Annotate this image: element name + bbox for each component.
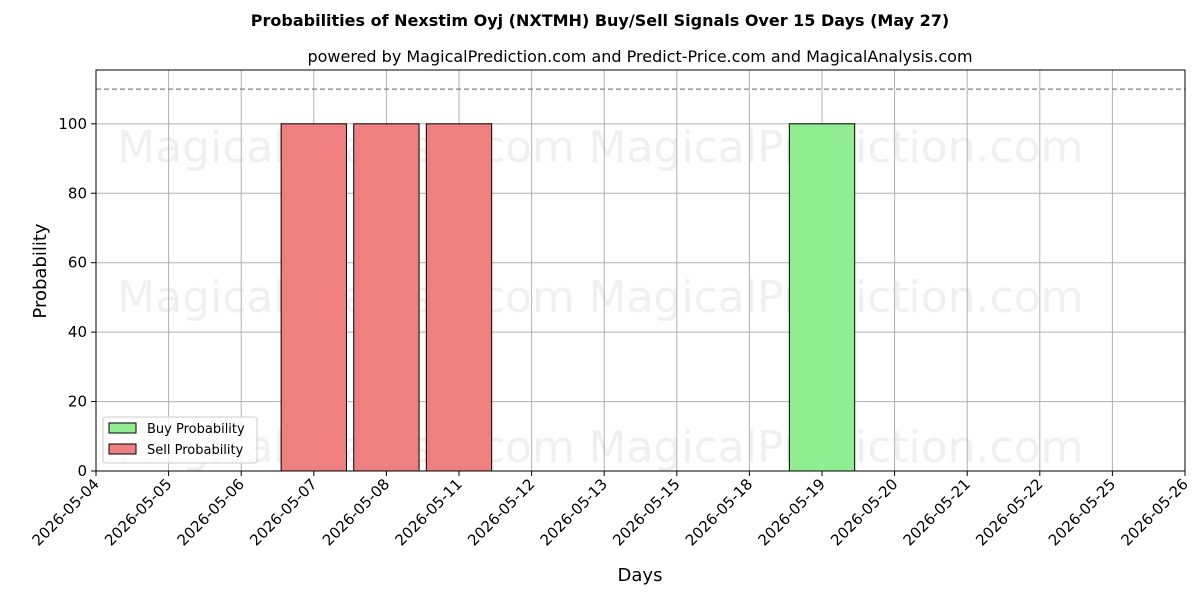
x-axis: 2026-05-042026-05-052026-05-062026-05-07… xyxy=(28,471,1192,549)
y-axis-label: Probability xyxy=(30,223,51,318)
x-tick-label: 2026-05-25 xyxy=(1045,475,1119,549)
y-tick-label: 60 xyxy=(68,254,87,272)
plot-frame xyxy=(95,69,1186,472)
x-tick-label: 2026-05-11 xyxy=(391,475,465,549)
x-tick-label: 2026-05-18 xyxy=(682,475,756,549)
buy-bar xyxy=(788,123,856,472)
y-tick-label: 20 xyxy=(68,393,87,411)
bars xyxy=(280,123,856,472)
chart-subtitle: powered by MagicalPrediction.com and Pre… xyxy=(307,47,972,66)
x-tick-label: 2026-05-15 xyxy=(609,475,683,549)
legend: Buy Probability Sell Probability xyxy=(102,416,258,464)
x-axis-label: Days xyxy=(618,565,663,586)
legend-label-sell: Sell Probability xyxy=(147,443,244,458)
x-tick-label: 2026-05-21 xyxy=(900,475,974,549)
watermarks: MagicalAnalysis.comMagicalPrediction.com… xyxy=(117,122,1083,473)
x-tick-label: 2026-05-12 xyxy=(464,475,538,549)
y-tick-label: 40 xyxy=(68,323,87,341)
x-tick-label: 2026-05-20 xyxy=(827,475,901,549)
legend-box xyxy=(102,416,258,464)
legend-swatch-buy xyxy=(108,422,137,434)
y-tick-label: 100 xyxy=(58,115,87,133)
x-tick-label: 2026-05-06 xyxy=(174,475,248,549)
legend-swatch-sell xyxy=(108,443,137,455)
x-tick-label: 2026-05-26 xyxy=(1117,475,1191,549)
x-tick-label: 2026-05-05 xyxy=(101,475,175,549)
x-tick-label: 2026-05-08 xyxy=(319,475,393,549)
chart-title: Probabilities of Nexstim Oyj (NXTMH) Buy… xyxy=(251,11,949,30)
legend-label-buy: Buy Probability xyxy=(147,422,245,437)
x-tick-label: 2026-05-22 xyxy=(972,475,1046,549)
x-tick-label: 2026-05-19 xyxy=(754,475,828,549)
x-tick-label: 2026-05-13 xyxy=(537,475,611,549)
y-axis: 0 20 40 60 80 100 xyxy=(58,115,96,480)
sell-bar xyxy=(353,123,420,472)
y-tick-label: 0 xyxy=(77,462,87,480)
y-tick-label: 80 xyxy=(68,184,87,202)
sell-bar xyxy=(425,123,493,472)
x-tick-label: 2026-05-04 xyxy=(28,475,102,549)
sell-bar xyxy=(280,123,347,472)
x-tick-label: 2026-05-07 xyxy=(246,475,320,549)
